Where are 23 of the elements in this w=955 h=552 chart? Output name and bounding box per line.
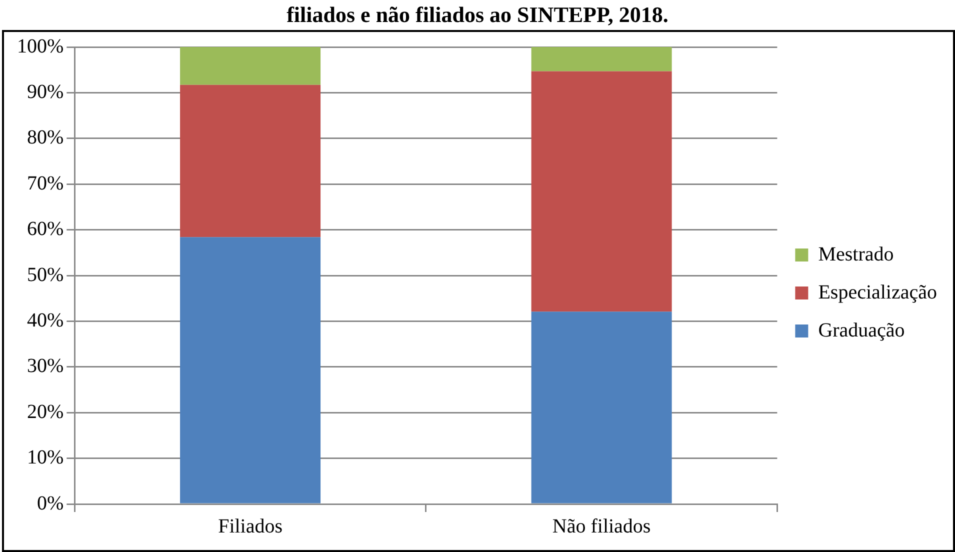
bar <box>531 312 672 504</box>
bar <box>531 47 672 72</box>
bar <box>180 237 321 504</box>
y-tick-label: 80% <box>26 126 64 149</box>
chart-title: filiados e não filiados ao SINTEPP, 2018. <box>286 2 670 28</box>
y-tick-label: 10% <box>26 446 64 469</box>
y-tick-label: 50% <box>26 264 64 286</box>
legend-label: Mestrado <box>818 243 894 266</box>
bar <box>180 47 321 85</box>
y-tick-label: 100% <box>16 35 64 58</box>
y-tick-label: 90% <box>26 80 64 103</box>
y-tick-label: 40% <box>26 309 64 332</box>
y-tick-label: 0% <box>36 492 64 514</box>
bar <box>531 71 672 312</box>
legend-label: Especialização <box>818 281 938 304</box>
x-tick-label: Não filiados <box>552 515 651 538</box>
y-tick-label: 30% <box>26 355 64 378</box>
bar <box>180 84 321 238</box>
x-tick-label: Filiados <box>218 515 283 538</box>
y-tick-label: 60% <box>26 218 64 240</box>
legend-label: Graduação <box>818 319 905 342</box>
y-tick-label: 70% <box>26 172 64 194</box>
y-tick-label: 20% <box>26 400 64 423</box>
